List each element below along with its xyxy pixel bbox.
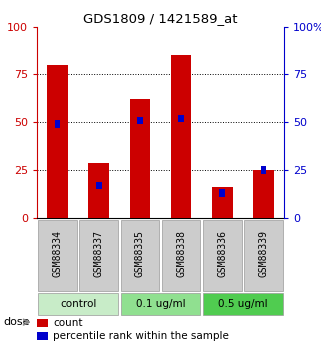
Text: GSM88335: GSM88335 (135, 230, 145, 277)
Text: percentile rank within the sample: percentile rank within the sample (53, 331, 229, 341)
Text: GSM88337: GSM88337 (94, 230, 104, 277)
Text: control: control (60, 299, 96, 309)
Text: GSM88334: GSM88334 (53, 230, 63, 277)
Bar (38, 293, 118, 315)
Bar (162, 219, 200, 291)
Bar (121, 219, 159, 291)
Bar (37, 319, 48, 327)
Text: 0.5 ug/ml: 0.5 ug/ml (218, 299, 268, 309)
Bar (212, 187, 233, 218)
Bar (244, 219, 283, 291)
Bar (96, 182, 101, 189)
Bar (88, 162, 109, 218)
Bar (121, 293, 200, 315)
Text: dose: dose (3, 317, 30, 327)
Text: count: count (53, 318, 82, 328)
Bar (37, 332, 48, 340)
Title: GDS1809 / 1421589_at: GDS1809 / 1421589_at (83, 12, 238, 26)
Text: 0.1 ug/ml: 0.1 ug/ml (136, 299, 185, 309)
Text: GSM88336: GSM88336 (217, 230, 227, 277)
Bar (130, 99, 150, 218)
Bar (171, 55, 191, 218)
Bar (38, 219, 77, 291)
Bar (79, 219, 118, 291)
Text: GSM88338: GSM88338 (176, 230, 186, 277)
Bar (261, 166, 266, 174)
Bar (55, 120, 60, 128)
Text: GSM88339: GSM88339 (258, 230, 268, 277)
Bar (220, 189, 225, 197)
Bar (137, 117, 143, 124)
Bar (253, 170, 274, 218)
Bar (47, 65, 68, 218)
Bar (203, 293, 283, 315)
Bar (178, 115, 184, 122)
Bar (203, 219, 242, 291)
